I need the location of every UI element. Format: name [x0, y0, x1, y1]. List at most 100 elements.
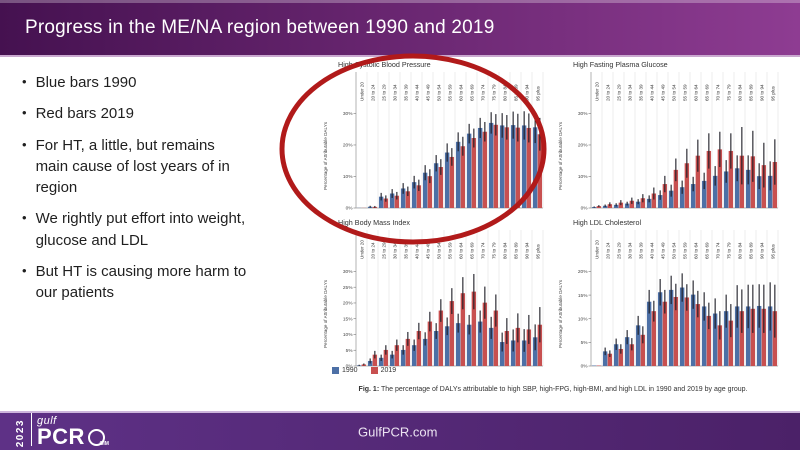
svg-text:0%: 0% [346, 206, 354, 212]
svg-text:15%: 15% [343, 316, 353, 322]
bullet-item: • Blue bars 1990 [18, 72, 308, 93]
svg-text:Percentage of Attributable DAL: Percentage of Attributable DALYs [323, 121, 328, 190]
svg-text:90 to 94: 90 to 94 [525, 242, 530, 259]
svg-text:25%: 25% [343, 285, 353, 291]
svg-text:20 to 24: 20 to 24 [371, 84, 376, 101]
svg-text:65 to 69: 65 to 69 [705, 242, 710, 259]
svg-text:65 to 69: 65 to 69 [705, 84, 710, 101]
legend-label-2019: 2019 [380, 367, 397, 374]
svg-text:85 to 89: 85 to 89 [749, 242, 754, 259]
bullet-marker: • [22, 263, 27, 279]
svg-text:60 to 64: 60 to 64 [459, 84, 464, 101]
svg-text:65 to 69: 65 to 69 [470, 242, 475, 259]
svg-text:85 to 89: 85 to 89 [749, 84, 754, 101]
figure-caption: Fig. 1: The percentage of DALYs attribut… [323, 386, 783, 393]
svg-text:60 to 64: 60 to 64 [459, 242, 464, 259]
svg-text:0%: 0% [581, 206, 589, 212]
svg-text:High LDL Cholesterol: High LDL Cholesterol [573, 218, 641, 227]
bullet-text: For HT, a little, but remains main cause… [35, 136, 230, 197]
logo-year: 2023 [15, 418, 26, 447]
svg-text:90 to 94: 90 to 94 [525, 84, 530, 101]
slide-footer: 2023 gulf PCR GIM GulfPCR.com [0, 411, 800, 450]
svg-text:20 to 24: 20 to 24 [606, 242, 611, 259]
svg-text:90 to 94: 90 to 94 [760, 242, 765, 259]
svg-text:20%: 20% [578, 143, 588, 149]
legend-label-1990: 1990 [342, 367, 358, 374]
svg-text:10%: 10% [343, 332, 353, 338]
svg-text:35 to 39: 35 to 39 [404, 84, 409, 101]
svg-text:95 plus: 95 plus [771, 243, 776, 259]
bullet-item: • We rightly put effort into weight, gluc… [18, 208, 308, 251]
svg-text:25 to 29: 25 to 29 [382, 242, 387, 259]
svg-text:30 to 34: 30 to 34 [628, 84, 633, 101]
sbp-chart-canvas: 0% 10% 20% 30% Percentage of Attributable DA… [323, 60, 544, 212]
svg-text:25 to 29: 25 to 29 [382, 84, 387, 101]
svg-text:70 to 74: 70 to 74 [481, 84, 486, 101]
svg-text:70 to 74: 70 to 74 [481, 242, 486, 259]
svg-text:Under 20: Under 20 [360, 82, 365, 101]
svg-text:35 to 39: 35 to 39 [639, 242, 644, 259]
slide-title: Progress in the ME/NA region between 199… [25, 16, 495, 38]
svg-text:15%: 15% [578, 293, 588, 299]
svg-text:45 to 49: 45 to 49 [426, 242, 431, 259]
svg-text:70 to 74: 70 to 74 [716, 84, 721, 101]
svg-text:30 to 34: 30 to 34 [393, 242, 398, 259]
logo-gim-text: GIM [99, 441, 109, 447]
svg-text:35 to 39: 35 to 39 [639, 84, 644, 101]
logo-pcr-text: PCR [37, 424, 85, 450]
svg-text:Under 20: Under 20 [595, 82, 600, 101]
svg-text:85 to 89: 85 to 89 [514, 242, 519, 259]
svg-text:10%: 10% [578, 316, 588, 322]
svg-text:75 to 79: 75 to 79 [727, 84, 732, 101]
svg-text:80 to 84: 80 to 84 [738, 84, 743, 101]
svg-text:30%: 30% [343, 269, 353, 275]
bullet-item: • For HT, a little, but remains main caus… [18, 135, 308, 199]
svg-text:75 to 79: 75 to 79 [727, 242, 732, 259]
svg-text:0%: 0% [581, 364, 589, 370]
svg-text:40 to 44: 40 to 44 [415, 84, 420, 101]
svg-text:45 to 49: 45 to 49 [661, 242, 666, 259]
svg-text:10%: 10% [343, 174, 353, 180]
bullet-item: • Red bars 2019 [18, 103, 308, 124]
svg-text:30%: 30% [578, 111, 588, 117]
svg-text:60 to 64: 60 to 64 [694, 84, 699, 101]
svg-text:90 to 94: 90 to 94 [760, 84, 765, 101]
svg-text:20%: 20% [343, 143, 353, 149]
chart-high-fasting-plasma-glucose: 0% 10% 20% 30% Percentage of Attributable DA… [553, 58, 788, 216]
svg-text:45 to 49: 45 to 49 [426, 84, 431, 101]
svg-text:45 to 49: 45 to 49 [661, 84, 666, 101]
svg-text:40 to 44: 40 to 44 [650, 242, 655, 259]
logo-ring-icon: GIM [87, 429, 109, 447]
svg-text:High Fasting Plasma Glucose: High Fasting Plasma Glucose [573, 60, 668, 69]
svg-text:55 to 59: 55 to 59 [683, 242, 688, 259]
bullet-marker: • [22, 136, 27, 152]
bullet-marker: • [22, 210, 27, 226]
svg-text:95 plus: 95 plus [536, 243, 541, 259]
svg-text:80 to 84: 80 to 84 [503, 84, 508, 101]
svg-text:20 to 24: 20 to 24 [606, 84, 611, 101]
svg-text:75 to 79: 75 to 79 [492, 242, 497, 259]
svg-text:30 to 34: 30 to 34 [393, 84, 398, 101]
figure-legend: 1990 2019 [332, 367, 409, 374]
chart-high-systolic-blood-pressure: 0% 10% 20% 30% Percentage of Attributable DA… [318, 58, 553, 216]
svg-text:70 to 74: 70 to 74 [716, 242, 721, 259]
svg-text:10%: 10% [578, 174, 588, 180]
svg-text:Percentage of Attributable DAL: Percentage of Attributable DALYs [558, 279, 563, 348]
logo-gulf-text: gulf [37, 415, 57, 428]
gulfpcr-logo: 2023 gulf PCR GIM [15, 413, 109, 450]
svg-text:Under 20: Under 20 [595, 240, 600, 259]
svg-text:55 to 59: 55 to 59 [448, 242, 453, 259]
svg-text:50 to 54: 50 to 54 [437, 84, 442, 101]
bullet-text: We rightly put effort into weight, gluco… [35, 210, 246, 249]
svg-text:0%: 0% [346, 364, 354, 370]
footer-url: GulfPCR.com [358, 424, 438, 439]
svg-text:High Body Mass Index: High Body Mass Index [338, 218, 410, 227]
bmi-chart-canvas: 0% 5% 10% 15% 20% 25% 30% Percentage of Attribu… [323, 218, 544, 370]
svg-text:5%: 5% [346, 348, 354, 354]
legend-swatch-2019 [370, 367, 378, 374]
bullet-text: Blue bars 1990 [35, 74, 137, 91]
logo-wordmark: gulf PCR [37, 415, 85, 450]
svg-text:Percentage of Attributable DAL: Percentage of Attributable DALYs [558, 121, 563, 190]
svg-text:30 to 34: 30 to 34 [628, 242, 633, 259]
